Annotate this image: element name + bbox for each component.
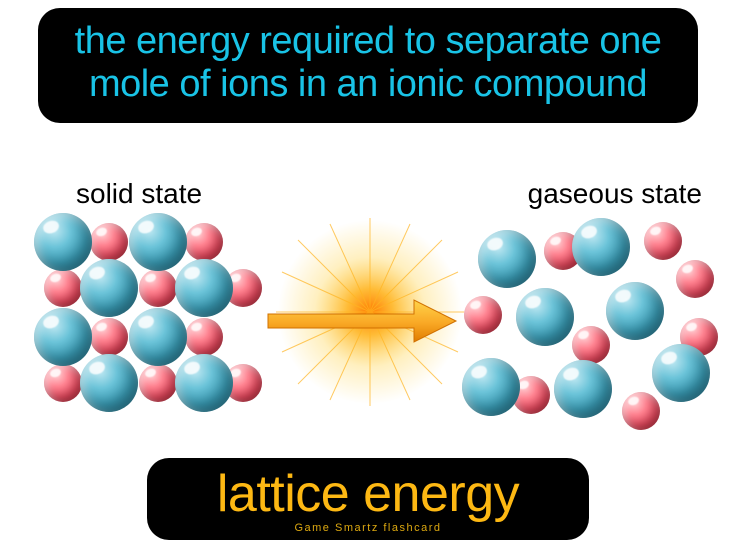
small-ion bbox=[139, 364, 177, 402]
transition-arrow bbox=[254, 260, 474, 380]
large-ion bbox=[462, 358, 520, 416]
large-ion bbox=[478, 230, 536, 288]
small-ion bbox=[464, 296, 502, 334]
term-text: lattice energy bbox=[175, 468, 561, 520]
small-ion bbox=[676, 260, 714, 298]
large-ion bbox=[129, 213, 187, 271]
large-ion bbox=[554, 360, 612, 418]
definition-banner: the energy required to separate one mole… bbox=[38, 8, 698, 123]
definition-text: the energy required to separate one mole… bbox=[68, 20, 668, 105]
large-ion bbox=[34, 213, 92, 271]
small-ion bbox=[572, 326, 610, 364]
large-ion bbox=[516, 288, 574, 346]
gaseous-state-diagram bbox=[456, 218, 718, 430]
small-ion bbox=[139, 269, 177, 307]
small-ion bbox=[622, 392, 660, 430]
small-ion bbox=[44, 269, 82, 307]
small-ion bbox=[185, 318, 223, 356]
small-ion bbox=[90, 223, 128, 261]
gaseous-state-label: gaseous state bbox=[528, 178, 702, 210]
large-ion bbox=[572, 218, 630, 276]
large-ion bbox=[34, 308, 92, 366]
solid-state-diagram bbox=[34, 213, 252, 431]
small-ion bbox=[185, 223, 223, 261]
large-ion bbox=[129, 308, 187, 366]
large-ion bbox=[606, 282, 664, 340]
large-ion bbox=[175, 354, 233, 412]
credit-text: Game Smartz flashcard bbox=[175, 522, 561, 534]
small-ion bbox=[644, 222, 682, 260]
large-ion bbox=[175, 259, 233, 317]
solid-state-label: solid state bbox=[76, 178, 202, 210]
large-ion bbox=[80, 259, 138, 317]
small-ion bbox=[44, 364, 82, 402]
small-ion bbox=[90, 318, 128, 356]
large-ion bbox=[80, 354, 138, 412]
large-ion bbox=[652, 344, 710, 402]
term-banner: lattice energy Game Smartz flashcard bbox=[147, 458, 589, 540]
arrow-icon bbox=[264, 296, 460, 346]
